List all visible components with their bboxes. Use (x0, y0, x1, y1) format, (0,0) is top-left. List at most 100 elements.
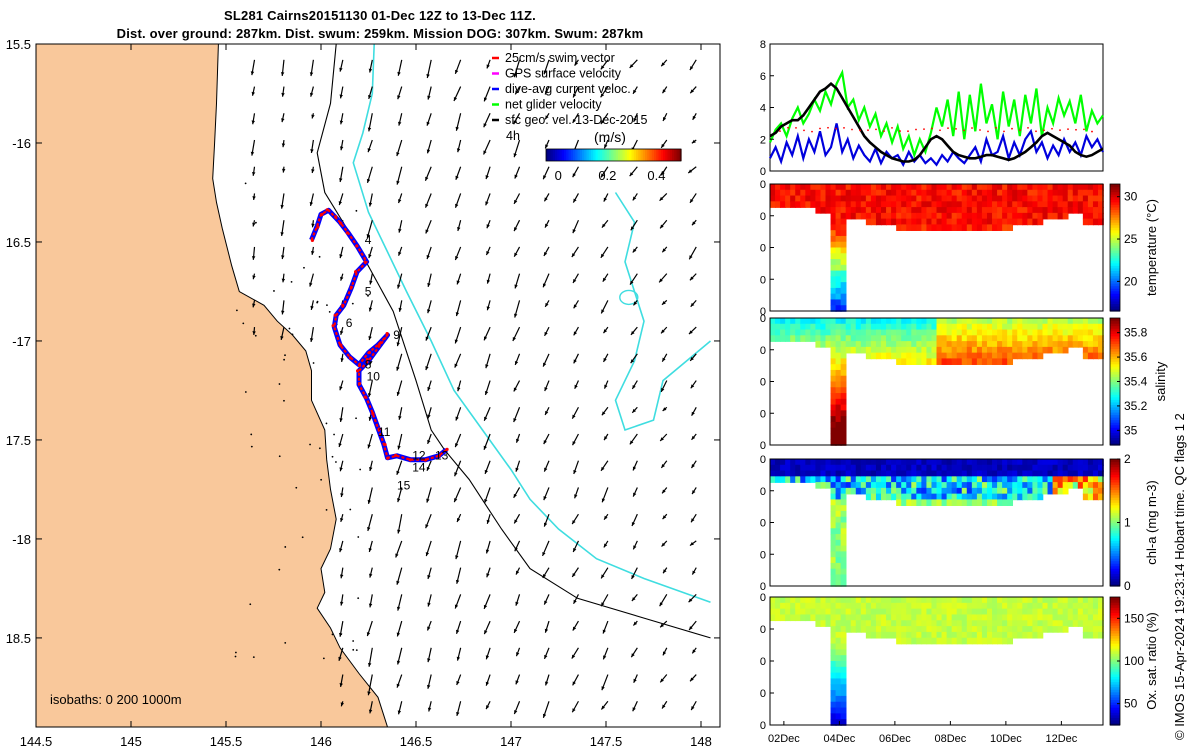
current-arrowhead (426, 149, 431, 154)
current-arrowhead (339, 601, 344, 606)
profile-cell (911, 602, 918, 610)
current-arrowhead (368, 307, 373, 312)
reef-speck (325, 422, 328, 425)
profile-cell (835, 655, 842, 662)
profile-cell (1017, 476, 1024, 483)
profile-cell (840, 247, 847, 255)
profile-cell (830, 487, 837, 495)
profile-cell (860, 470, 867, 478)
profile-cell (820, 201, 827, 208)
profile-cell (830, 404, 837, 412)
profile-cell (1067, 614, 1074, 622)
current-arrowhead (340, 358, 344, 362)
profile-colorbar-cell (1110, 338, 1120, 342)
profile-cell (830, 557, 837, 564)
profile-cell (825, 189, 832, 197)
profile-cell (820, 323, 827, 331)
profile-cell (936, 318, 943, 325)
profile-cell (997, 459, 1003, 466)
date-tick-label: 08Dec (934, 733, 966, 745)
profile-cell (845, 476, 852, 483)
profile-cell (1087, 631, 1094, 639)
colorbar-tick-label: 0 (1124, 579, 1131, 593)
profile-cell (1027, 493, 1034, 501)
profile-cell (800, 318, 807, 325)
profile-cell (820, 335, 827, 342)
current-arrowhead (486, 306, 490, 311)
profile-cell (1012, 201, 1019, 208)
profile-cell (870, 318, 877, 325)
profile-colorbar-cell (1110, 648, 1120, 652)
profile-cell (840, 620, 847, 627)
profile-colorbar-cell (1110, 565, 1120, 569)
profile-cell (896, 614, 902, 622)
profile-cell (901, 487, 908, 495)
colorbar-cell (672, 149, 675, 161)
profile-cell (886, 201, 892, 208)
profile-colorbar-cell (1110, 709, 1120, 713)
current-arrowhead (455, 126, 459, 131)
profile-colorbar-cell (1110, 209, 1120, 213)
profile-cell (840, 562, 847, 570)
track-day-label: 10 (367, 370, 381, 384)
profile-cell (810, 614, 817, 622)
profile-cell (986, 608, 993, 616)
profile-colorbar-cell (1110, 489, 1120, 493)
profile-cell (916, 323, 923, 331)
profile-cell (855, 184, 862, 191)
current-arrowhead (339, 683, 343, 687)
profile-cell (800, 470, 807, 478)
profile-cell (835, 282, 842, 289)
current-arrowhead (427, 386, 431, 391)
colorbar-cell (597, 149, 601, 161)
profile-cell (1002, 224, 1008, 231)
reef-speck (303, 266, 305, 269)
profile-cell (875, 207, 882, 214)
current-arrowhead (662, 515, 667, 520)
profile-colorbar-cell (1110, 409, 1120, 413)
profile-cell (896, 212, 902, 220)
current-arrowhead (604, 515, 608, 520)
colorbar-tick-label: 0.2 (598, 168, 616, 183)
profile-cell (1017, 195, 1024, 203)
profile-cell (850, 614, 857, 622)
track-day-label: 4 (365, 233, 372, 247)
isobath-200m-offshore (614, 192, 712, 432)
profile-cell (886, 341, 892, 348)
colorbar-cell (658, 149, 662, 161)
profile-colorbar-cell (1110, 328, 1120, 332)
profile-cell (1042, 487, 1049, 495)
profile-cell (835, 276, 842, 283)
profile-cell (976, 626, 983, 633)
profile-colorbar-cell (1110, 427, 1120, 431)
profile-cell (981, 626, 988, 633)
profile-cell (1082, 476, 1089, 483)
current-arrowhead (571, 253, 576, 258)
profile-cell (1042, 201, 1049, 208)
profile-colorbar-cell (1110, 381, 1120, 385)
profile-cell (805, 329, 812, 337)
profile-cell (911, 476, 918, 483)
profile-cell (810, 602, 817, 610)
profile-cell (891, 212, 897, 220)
current-arrowhead (368, 68, 373, 73)
profile-colorbar-cell (1110, 499, 1120, 503)
profile-cell (921, 602, 928, 610)
profile-cell (966, 318, 973, 325)
profile-cell (1047, 608, 1054, 616)
profile-cell (926, 459, 933, 466)
profile-cell (906, 346, 913, 354)
profile-cell (1022, 352, 1029, 360)
swim-marker (1091, 130, 1093, 133)
profile-cell (911, 189, 918, 197)
profile-cell (931, 614, 938, 622)
profile-cell (1057, 459, 1064, 466)
swim-marker (1027, 126, 1029, 129)
profile-cell (820, 464, 827, 472)
profile-colorbar-cell (1110, 272, 1120, 277)
profile-cell (951, 626, 958, 633)
profile-cell (1037, 195, 1044, 203)
swim-marker (963, 129, 965, 132)
profile-cell (1027, 631, 1034, 639)
profile-colorbar-cell (1110, 247, 1120, 251)
